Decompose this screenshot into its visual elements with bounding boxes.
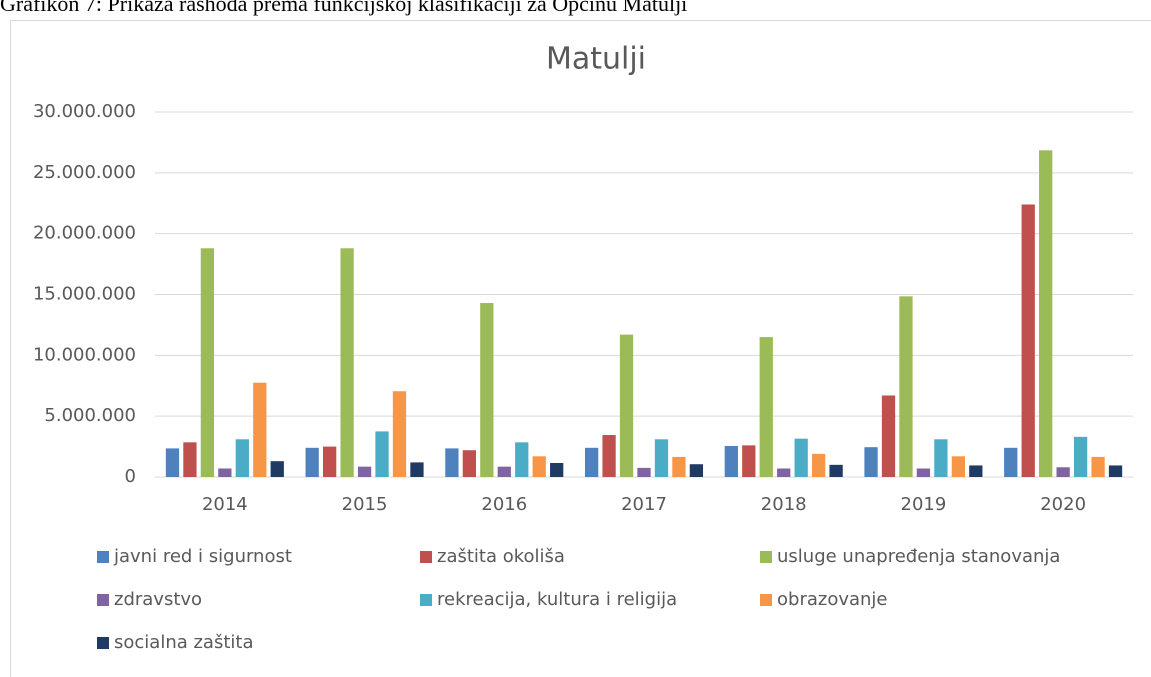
bar — [724, 445, 738, 477]
bar — [794, 438, 808, 477]
legend-label: obrazovanje — [777, 589, 888, 610]
legend-swatch — [420, 551, 432, 563]
bar — [916, 468, 931, 477]
chart-border — [10, 20, 1151, 677]
bar — [759, 337, 773, 477]
legend-label: javni red i sigurnost — [113, 546, 292, 567]
bar — [445, 448, 459, 477]
bar — [1039, 150, 1053, 477]
bar — [392, 391, 407, 477]
caption: Grafikon 7: Prikaza rashoda prema funkci… — [0, 0, 687, 16]
x-tick-label: 2016 — [481, 494, 527, 515]
x-tick-label: 2014 — [202, 494, 248, 515]
bar — [742, 445, 756, 477]
bar — [951, 456, 965, 477]
bar — [323, 446, 337, 477]
bar — [1073, 436, 1088, 477]
bar — [375, 431, 389, 477]
bar — [672, 456, 686, 477]
x-tick-label: 2018 — [761, 494, 807, 515]
legend-swatch — [420, 594, 432, 606]
bar — [934, 439, 948, 477]
x-tick-label: 2020 — [1040, 494, 1086, 515]
x-tick-label: 2019 — [901, 494, 947, 515]
legend-label: rekreacija, kultura i religija — [437, 589, 677, 610]
y-tick-label: 30.000.000 — [33, 101, 136, 122]
bar — [270, 461, 284, 477]
bar — [462, 450, 476, 477]
bar — [253, 382, 267, 477]
bar — [969, 465, 983, 477]
bar — [532, 456, 546, 477]
bar — [637, 467, 651, 477]
bar — [305, 447, 319, 477]
legend-swatch — [97, 637, 109, 649]
legend-swatch — [97, 551, 109, 563]
bar — [812, 453, 826, 477]
bar — [480, 303, 494, 477]
legend-label: usluge unapređenja stanovanja — [777, 546, 1060, 567]
bar — [410, 462, 424, 477]
bar — [881, 395, 896, 477]
x-tick-label: 2017 — [621, 494, 667, 515]
bar — [829, 464, 843, 477]
bar — [1021, 204, 1035, 477]
bar — [864, 447, 878, 477]
chart-title: Matulji — [546, 42, 646, 77]
y-tick-label: 20.000.000 — [33, 223, 136, 244]
x-tick-label: 2015 — [342, 494, 388, 515]
bar — [165, 448, 180, 477]
y-tick-label: 10.000.000 — [33, 344, 136, 365]
y-tick-label: 5.000.000 — [44, 405, 136, 426]
legend-label: socialna zaštita — [114, 632, 253, 653]
bar — [550, 463, 564, 477]
bar — [515, 442, 529, 477]
legend-label: zdravstvo — [114, 589, 202, 610]
bar — [1108, 465, 1123, 477]
bar — [218, 468, 232, 477]
bar — [899, 296, 913, 477]
bar — [1004, 447, 1018, 477]
legend-swatch — [760, 551, 772, 563]
bar — [654, 439, 669, 477]
bar — [235, 439, 249, 477]
y-tick-label: 15.000.000 — [33, 284, 136, 305]
y-tick-label: 25.000.000 — [33, 162, 136, 183]
legend-swatch — [97, 594, 109, 606]
bar — [357, 466, 372, 477]
bar — [1091, 456, 1105, 477]
bar — [777, 468, 791, 477]
bar — [183, 442, 197, 477]
bar — [497, 466, 511, 477]
bar — [200, 248, 215, 477]
bar — [619, 334, 634, 477]
y-tick-label: 0 — [125, 466, 136, 487]
legend-swatch — [760, 594, 772, 606]
bar — [602, 435, 616, 477]
bar — [1056, 467, 1070, 477]
legend-label: zaštita okoliša — [437, 546, 565, 567]
bar — [689, 464, 704, 477]
bar — [340, 248, 354, 477]
bar — [584, 447, 599, 477]
